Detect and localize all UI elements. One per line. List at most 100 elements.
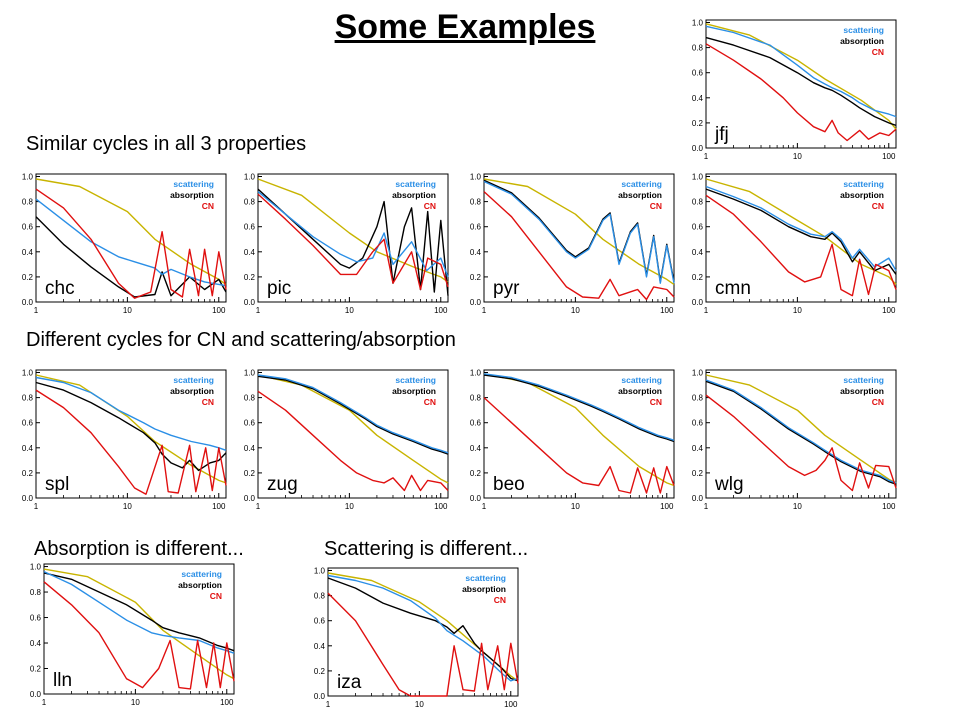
site-label: zug xyxy=(267,474,298,495)
y-tick-label: 0.8 xyxy=(470,394,482,403)
series-line-scattering xyxy=(327,574,519,682)
x-tick-label: 100 xyxy=(212,502,226,511)
heading-different-cycles: Different cycles for CN and scattering/a… xyxy=(26,329,456,351)
y-tick-label: 0.4 xyxy=(22,248,34,257)
y-tick-label: 0.2 xyxy=(692,119,704,128)
series-line-fit xyxy=(327,572,519,682)
legend-absorption: absorption xyxy=(178,580,222,590)
y-tick-label: 0.4 xyxy=(692,248,704,257)
plot-frame xyxy=(43,563,235,695)
x-tick-label: 1 xyxy=(704,152,709,161)
legend-scattering: scattering xyxy=(843,25,884,35)
legend-absorption: absorption xyxy=(840,386,884,396)
x-tick-label: 100 xyxy=(434,306,448,315)
legend-absorption: absorption xyxy=(840,190,884,200)
legend-scattering: scattering xyxy=(181,569,222,579)
x-tick-label: 10 xyxy=(793,152,802,161)
chart-pic: 0.0 0.2 0.4 0.6 0.8 1.0 1 10 100 scatteringabsorp… xyxy=(244,173,449,315)
chart-beo: 0.0 0.2 0.4 0.6 0.8 1.0 1 10 100 scatteringabsorp… xyxy=(470,369,675,511)
plot-frame xyxy=(483,369,675,499)
y-tick-label: 0.0 xyxy=(470,298,482,307)
legend-absorption: absorption xyxy=(170,386,214,396)
series-line-cn xyxy=(35,389,227,495)
series-line-cn xyxy=(483,191,675,301)
plot-frame xyxy=(257,369,449,499)
series-line-cn xyxy=(483,397,675,494)
plot-frame xyxy=(705,173,897,303)
series-line-cn xyxy=(327,592,519,697)
series-line-fit xyxy=(43,568,235,680)
series-line-absorption xyxy=(705,380,897,485)
legend-cn: CN xyxy=(424,201,436,211)
legend-absorption: absorption xyxy=(392,386,436,396)
x-tick-label: 100 xyxy=(434,502,448,511)
site-label: beo xyxy=(493,474,525,495)
y-tick-label: 0.2 xyxy=(692,469,704,478)
y-tick-label: 0.0 xyxy=(314,692,326,701)
legend-cn: CN xyxy=(650,397,662,407)
legend-cn: CN xyxy=(494,595,506,605)
y-tick-label: 0.8 xyxy=(30,588,42,597)
x-tick-label: 1 xyxy=(704,306,709,315)
y-tick-label: 1.0 xyxy=(314,567,326,576)
y-tick-label: 0.2 xyxy=(22,273,34,282)
y-tick-label: 1.0 xyxy=(692,173,704,182)
y-tick-label: 0.0 xyxy=(22,494,34,503)
y-tick-label: 0.2 xyxy=(244,469,256,478)
legend-scattering: scattering xyxy=(173,179,214,189)
series-line-cn xyxy=(705,43,897,142)
y-tick-label: 0.8 xyxy=(22,198,34,207)
series-line-absorption xyxy=(43,572,235,652)
x-tick-label: 100 xyxy=(882,306,896,315)
legend-absorption: absorption xyxy=(840,36,884,46)
y-tick-label: 0.0 xyxy=(692,298,704,307)
y-tick-label: 0.8 xyxy=(244,394,256,403)
plot-frame xyxy=(257,173,449,303)
y-tick-label: 0.0 xyxy=(692,144,704,153)
y-tick-label: 0.6 xyxy=(314,617,326,626)
legend-scattering: scattering xyxy=(621,179,662,189)
legend-cn: CN xyxy=(202,397,214,407)
plot-frame xyxy=(35,173,227,303)
legend-cn: CN xyxy=(872,397,884,407)
y-tick-label: 0.6 xyxy=(692,223,704,232)
y-tick-label: 0.6 xyxy=(692,69,704,78)
y-tick-label: 0.2 xyxy=(470,273,482,282)
site-label: spl xyxy=(45,474,69,495)
x-tick-label: 100 xyxy=(212,306,226,315)
x-tick-label: 1 xyxy=(326,700,331,709)
legend-cn: CN xyxy=(210,591,222,601)
series-line-scattering xyxy=(43,570,235,654)
series-line-scattering xyxy=(483,180,675,284)
legend-cn: CN xyxy=(424,397,436,407)
x-tick-label: 1 xyxy=(482,306,487,315)
y-tick-label: 0.4 xyxy=(314,642,326,651)
y-tick-label: 0.6 xyxy=(22,419,34,428)
chart-jfj: 0.0 0.2 0.4 0.6 0.8 1.0 1 10 100 scatteringabsorp… xyxy=(692,19,897,161)
y-tick-label: 0.6 xyxy=(22,223,34,232)
y-tick-label: 1.0 xyxy=(470,369,482,378)
y-tick-label: 0.2 xyxy=(244,273,256,282)
series-line-absorption xyxy=(483,374,675,443)
site-label: pic xyxy=(267,278,291,299)
series-line-scattering xyxy=(257,374,449,454)
x-tick-label: 10 xyxy=(345,502,354,511)
series-line-absorption xyxy=(705,188,897,275)
y-tick-label: 0.4 xyxy=(470,248,482,257)
y-tick-label: 0.6 xyxy=(470,223,482,232)
x-tick-label: 1 xyxy=(42,698,47,707)
series-line-cn xyxy=(43,581,235,690)
series-line-fit xyxy=(35,374,227,484)
legend-cn: CN xyxy=(650,201,662,211)
legend-absorption: absorption xyxy=(618,190,662,200)
series-line-scattering xyxy=(705,379,897,484)
y-tick-label: 0.0 xyxy=(470,494,482,503)
site-label: cmn xyxy=(715,278,751,299)
series-line-cn xyxy=(35,188,227,299)
y-tick-label: 0.6 xyxy=(244,419,256,428)
site-label: lln xyxy=(53,670,72,691)
series-line-scattering xyxy=(483,373,675,441)
y-tick-label: 0.0 xyxy=(244,494,256,503)
y-tick-label: 0.4 xyxy=(470,444,482,453)
x-tick-label: 10 xyxy=(793,306,802,315)
